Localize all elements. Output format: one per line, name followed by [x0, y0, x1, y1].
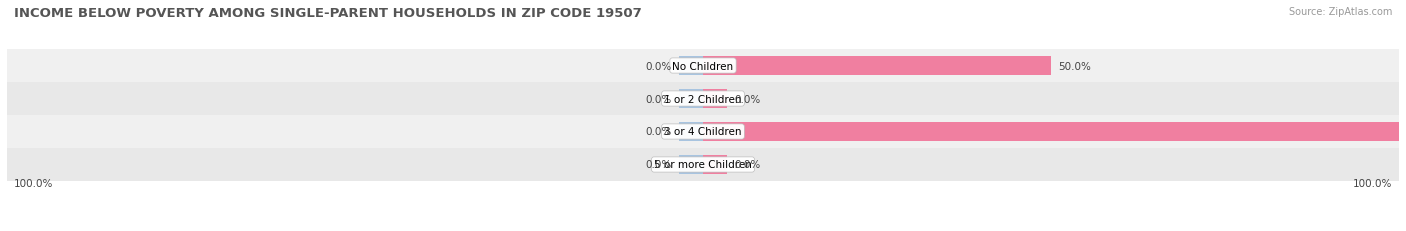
- Text: 50.0%: 50.0%: [1057, 61, 1091, 71]
- Bar: [7, 148, 1399, 181]
- Text: 0.0%: 0.0%: [734, 94, 761, 104]
- Bar: [703, 122, 1399, 142]
- Text: INCOME BELOW POVERTY AMONG SINGLE-PARENT HOUSEHOLDS IN ZIP CODE 19507: INCOME BELOW POVERTY AMONG SINGLE-PARENT…: [14, 7, 641, 20]
- Text: 0.0%: 0.0%: [645, 94, 672, 104]
- Text: 0.0%: 0.0%: [645, 127, 672, 137]
- Bar: [679, 89, 703, 109]
- Text: 3 or 4 Children: 3 or 4 Children: [664, 127, 742, 137]
- Bar: [703, 89, 727, 109]
- Text: 5 or more Children: 5 or more Children: [654, 160, 752, 170]
- Bar: [679, 122, 703, 142]
- Text: 100.0%: 100.0%: [1353, 179, 1392, 188]
- Bar: [703, 56, 1052, 76]
- Text: 0.0%: 0.0%: [645, 160, 672, 170]
- Bar: [7, 116, 1399, 148]
- Text: No Children: No Children: [672, 61, 734, 71]
- Bar: [7, 50, 1399, 83]
- Text: 0.0%: 0.0%: [734, 160, 761, 170]
- Text: 100.0%: 100.0%: [14, 179, 53, 188]
- Text: 0.0%: 0.0%: [645, 61, 672, 71]
- Text: 1 or 2 Children: 1 or 2 Children: [664, 94, 742, 104]
- Bar: [7, 83, 1399, 116]
- Bar: [679, 155, 703, 175]
- Text: Source: ZipAtlas.com: Source: ZipAtlas.com: [1288, 7, 1392, 17]
- Bar: [679, 56, 703, 76]
- Bar: [703, 155, 727, 175]
